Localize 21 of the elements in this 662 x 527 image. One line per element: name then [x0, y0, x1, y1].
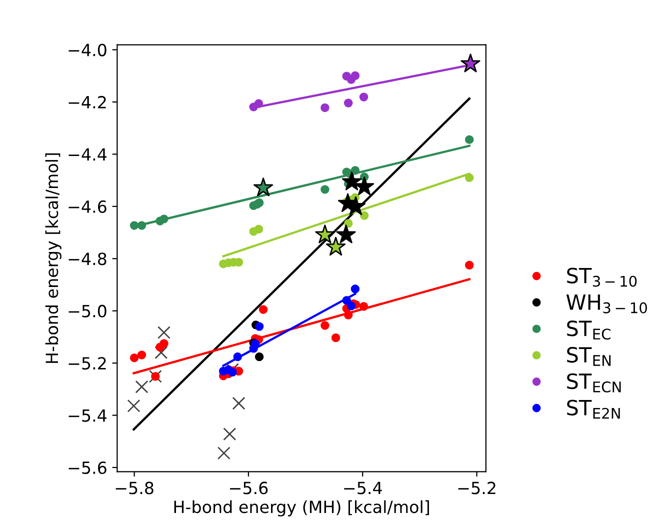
legend-label: ST$_{3−10}$: [567, 268, 637, 287]
legend-label: ST$_{EC}$: [567, 320, 610, 340]
y-tick-label: −4.4: [68, 148, 107, 161]
y-axis-title: H-bond energy [kcal/mol]: [45, 153, 62, 363]
y-tick-label: −5.2: [68, 357, 106, 370]
legend-label: ST$_{ECN}$: [567, 373, 621, 392]
y-tick-label: −5.6: [68, 461, 106, 474]
x-tick-label: −5.8: [116, 482, 154, 494]
legend-label: ST$_{EN}$: [567, 346, 611, 366]
y-tick-label: −4.0: [68, 44, 106, 56]
y-tick-label: −4.6: [68, 200, 106, 213]
x-axis-title: H-bond energy (MH) [kcal/mol]: [174, 500, 429, 516]
y-tick-label: −5.4: [68, 409, 107, 422]
x-tick-label: −5.2: [458, 482, 496, 494]
y-tick-label: −5.0: [68, 304, 106, 318]
y-tick-label: −4.8: [68, 252, 106, 266]
y-tick-label: −4.2: [68, 96, 106, 108]
x-tick-label: −5.6: [230, 482, 268, 494]
x-tick-label: −5.4: [344, 482, 382, 494]
legend-label: ST$_{E2N}$: [567, 400, 620, 419]
legend-label: WH$_{3−10}$: [566, 294, 647, 314]
